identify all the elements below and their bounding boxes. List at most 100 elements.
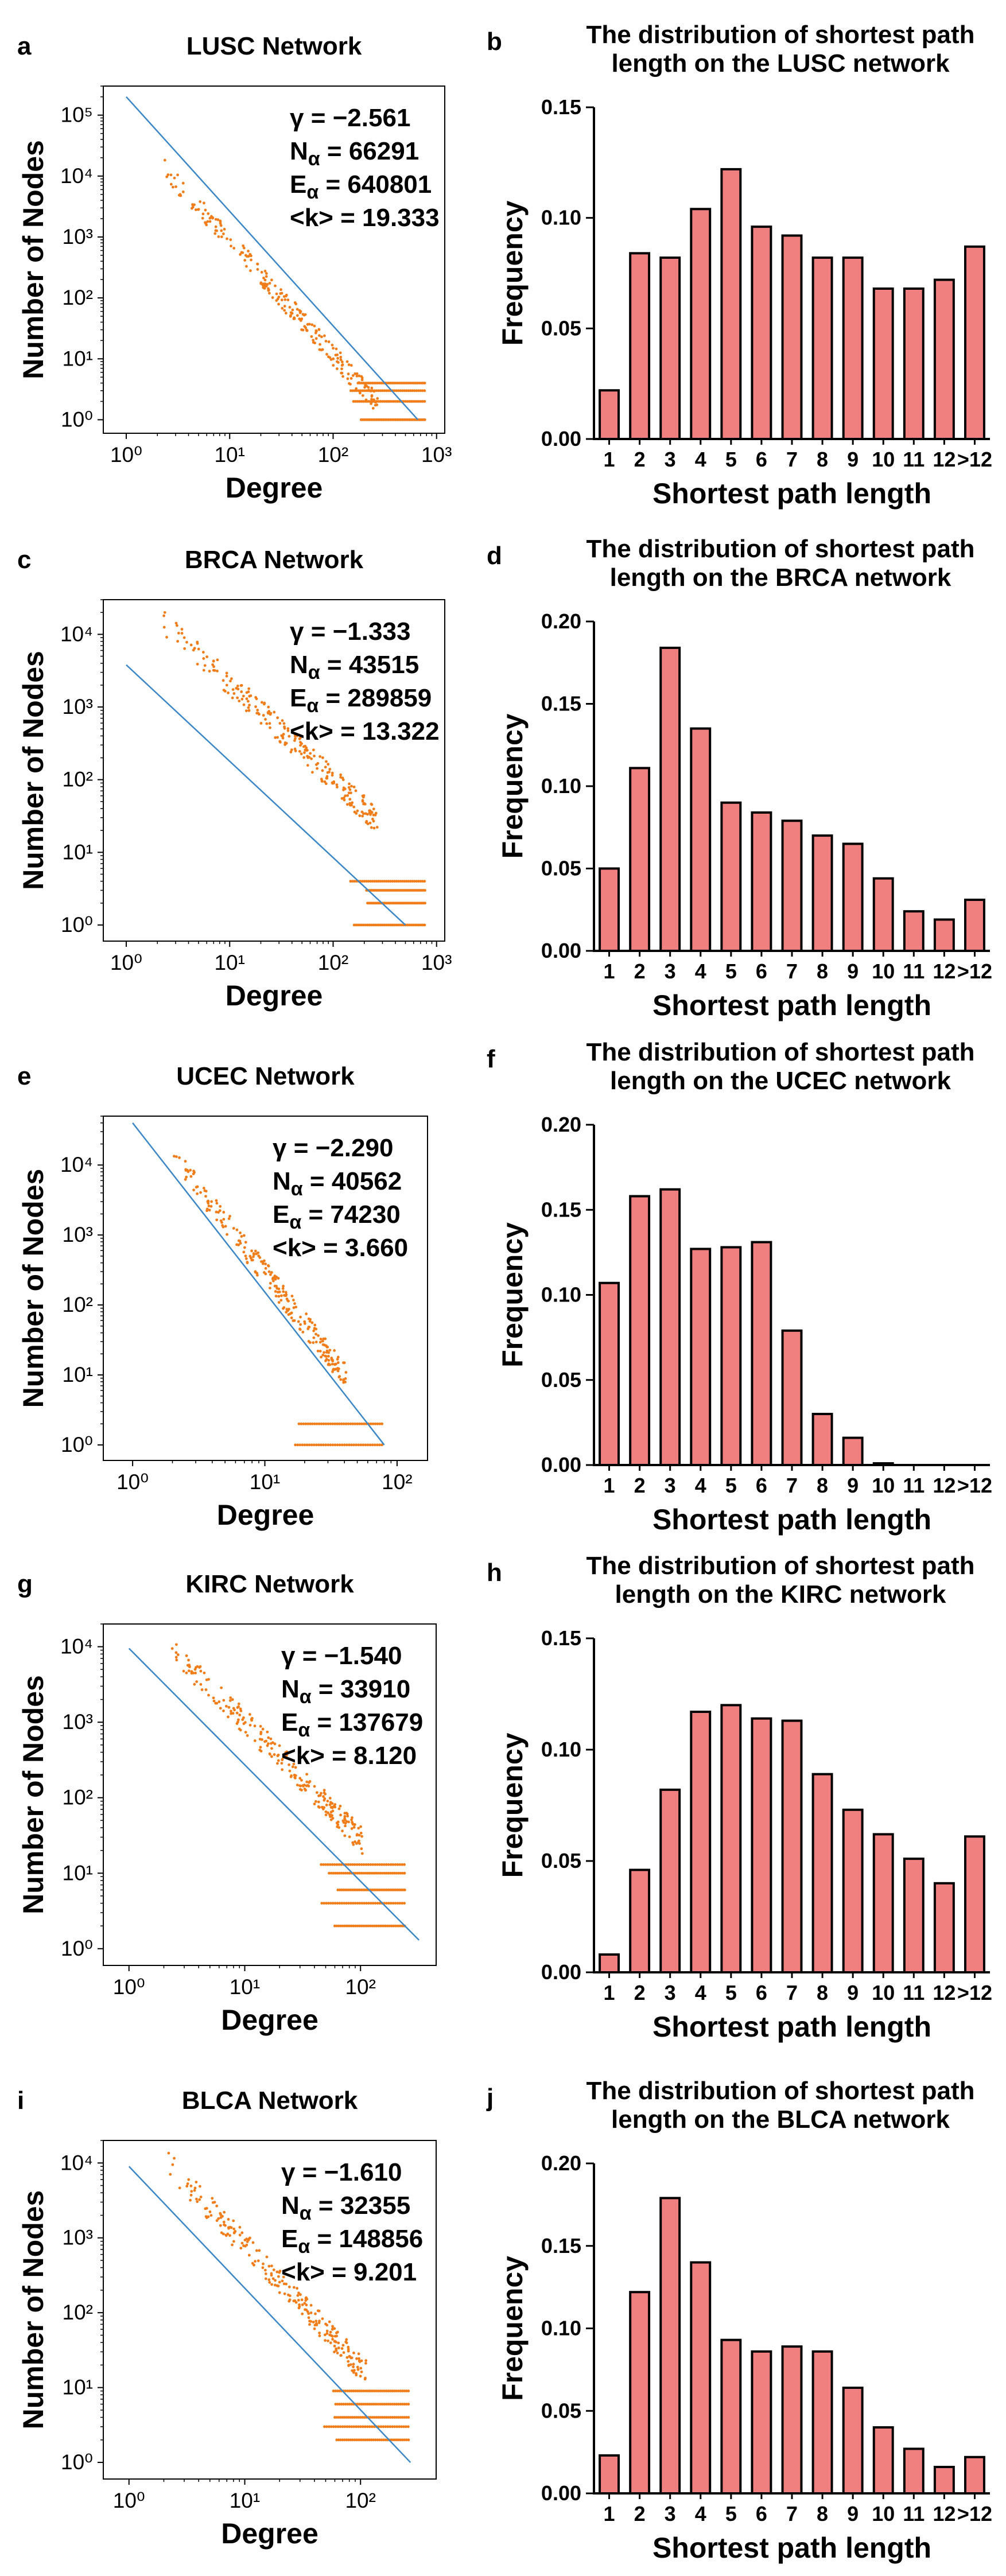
data-point [350,2425,354,2429]
data-point [263,270,267,273]
y-tick-label: 0.05 [541,857,581,880]
data-point [239,1231,242,1234]
data-point [357,2352,360,2356]
data-point [268,722,271,725]
data-point [370,826,373,829]
data-point [207,212,210,215]
data-point [209,2214,213,2217]
data-point [196,642,199,645]
data-point [235,686,238,690]
data-point [343,2416,347,2419]
data-point [411,400,415,403]
data-point [178,2186,181,2190]
data-point [208,1209,211,1212]
data-point [397,389,401,393]
data-point [346,377,349,380]
fit-line [132,1122,385,1446]
data-point [318,2334,321,2337]
data-point [358,2389,362,2392]
data-point [324,766,327,769]
data-point [371,923,375,927]
data-point [206,220,209,223]
data-point [258,1749,262,1751]
data-point [193,2189,196,2192]
data-point [318,2332,321,2334]
data-point [297,1422,301,1425]
data-point [258,713,261,716]
data-point [413,400,417,403]
data-point [352,785,356,788]
data-point [335,2438,339,2442]
data-point [389,2389,392,2392]
data-point [288,1307,290,1311]
data-point [368,2438,371,2442]
data-point [304,1789,307,1792]
data-point [232,1227,235,1230]
data-point [243,1721,247,1724]
data-point [354,372,357,375]
data-point [415,400,418,403]
data-point [395,2416,398,2419]
data-point [247,2237,251,2240]
data-point [232,2227,236,2231]
y-tick-label: 10¹ [63,2376,93,2399]
data-point [283,2292,286,2295]
plot-frame [103,2140,437,2480]
data-point [288,735,291,738]
x-tick-label: 10⁰ [116,1470,149,1494]
y-tick-label: 10³ [63,1223,93,1246]
data-point [217,1700,221,1703]
data-point [331,343,334,347]
data-point [262,286,265,289]
data-point [371,1422,375,1425]
data-point [337,1924,340,1928]
x-tick-label: 6 [756,448,767,471]
data-point [204,222,208,225]
data-point [403,2416,406,2419]
data-point [257,2259,260,2263]
data-point [272,2268,275,2271]
data-point [177,631,180,635]
data-point [183,647,187,650]
x-tick-label: 10² [382,1470,412,1494]
data-point [359,1831,363,1835]
data-point [355,923,358,927]
data-point [238,1714,242,1716]
bar-2 [629,1195,651,1467]
data-point [423,418,426,421]
data-point [293,1302,296,1306]
data-point [357,1827,360,1830]
data-point [387,1902,390,1905]
y-tick-label: 10² [63,768,93,791]
data-point [324,1354,327,1358]
data-point [333,1902,337,1905]
data-point [336,2403,339,2406]
data-point [358,814,362,817]
data-point [341,375,344,378]
data-point [321,756,324,759]
data-point [339,1813,342,1817]
data-point [299,319,302,322]
y-tick-label: 10² [63,1786,93,1809]
bar-8 [811,1413,833,1467]
data-point [211,2201,215,2204]
data-point [367,880,370,883]
y-tick-label: 10³ [63,1710,93,1734]
data-point [421,389,424,393]
data-point [253,2263,255,2267]
data-point [199,1191,202,1194]
data-point [421,400,424,403]
y-tick-label: 0.00 [541,427,581,450]
data-point [317,1422,321,1425]
data-point [363,2403,367,2406]
data-point [300,752,303,756]
data-point [366,2389,370,2392]
data-point [376,2389,380,2392]
data-point [236,1720,239,1724]
data-point [423,400,426,403]
data-point [297,2306,301,2310]
data-point [220,229,223,232]
data-point [343,2425,347,2429]
data-point [371,400,374,403]
data-point [346,1871,349,1875]
